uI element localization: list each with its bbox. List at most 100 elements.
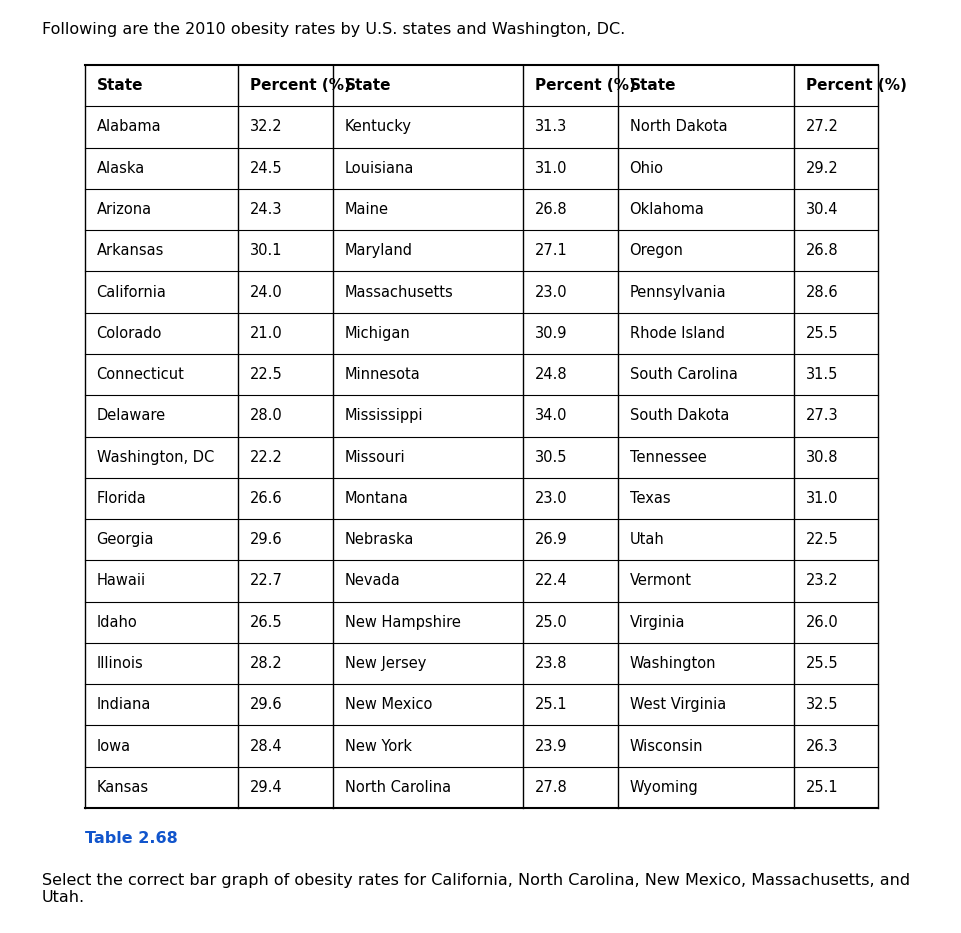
Text: Kansas: Kansas: [96, 780, 149, 795]
Text: North Carolina: North Carolina: [345, 780, 451, 795]
Text: 22.5: 22.5: [805, 532, 838, 547]
Text: Florida: Florida: [96, 491, 146, 506]
Text: Following are the 2010 obesity rates by U.S. states and Washington, DC.: Following are the 2010 obesity rates by …: [42, 22, 626, 37]
Text: Colorado: Colorado: [96, 326, 161, 341]
Text: 30.4: 30.4: [805, 202, 838, 217]
Text: 30.8: 30.8: [805, 450, 838, 465]
Text: Rhode Island: Rhode Island: [629, 326, 725, 341]
Text: 25.5: 25.5: [805, 326, 838, 341]
Text: Washington, DC: Washington, DC: [96, 450, 213, 465]
Text: 22.4: 22.4: [534, 574, 567, 589]
Text: 27.2: 27.2: [805, 119, 838, 134]
Text: 26.6: 26.6: [250, 491, 283, 506]
Text: Mississippi: Mississippi: [345, 409, 423, 424]
Text: 31.0: 31.0: [534, 160, 567, 175]
Text: 24.5: 24.5: [250, 160, 283, 175]
Text: State: State: [96, 78, 143, 93]
Text: Oklahoma: Oklahoma: [629, 202, 704, 217]
Text: Table 2.68: Table 2.68: [85, 831, 178, 846]
Text: Illinois: Illinois: [96, 656, 143, 671]
Text: 26.3: 26.3: [805, 739, 838, 754]
Text: 26.0: 26.0: [805, 615, 838, 630]
Text: Iowa: Iowa: [96, 739, 131, 754]
Text: Massachusetts: Massachusetts: [345, 285, 454, 299]
Text: 26.8: 26.8: [805, 244, 838, 258]
Text: Oregon: Oregon: [629, 244, 683, 258]
Text: 23.8: 23.8: [534, 656, 567, 671]
Text: 27.3: 27.3: [805, 409, 838, 424]
Text: South Carolina: South Carolina: [629, 367, 737, 383]
Text: 23.2: 23.2: [805, 574, 838, 589]
Text: 25.1: 25.1: [534, 697, 567, 712]
Text: Washington: Washington: [629, 656, 716, 671]
Text: Percent (%): Percent (%): [805, 78, 906, 93]
Text: 31.3: 31.3: [534, 119, 567, 134]
Text: 22.5: 22.5: [250, 367, 283, 383]
Text: Wyoming: Wyoming: [629, 780, 699, 795]
Text: North Dakota: North Dakota: [629, 119, 727, 134]
Text: Utah: Utah: [629, 532, 664, 547]
Text: 28.4: 28.4: [250, 739, 283, 754]
Text: Virginia: Virginia: [629, 615, 685, 630]
Text: Pennsylvania: Pennsylvania: [629, 285, 727, 299]
Text: South Dakota: South Dakota: [629, 409, 728, 424]
Text: Maine: Maine: [345, 202, 388, 217]
Text: Kentucky: Kentucky: [345, 119, 411, 134]
Text: 26.5: 26.5: [250, 615, 283, 630]
Text: 27.8: 27.8: [534, 780, 567, 795]
Text: 30.1: 30.1: [250, 244, 282, 258]
Text: 22.2: 22.2: [250, 450, 283, 465]
Text: 23.0: 23.0: [534, 285, 567, 299]
Text: New Jersey: New Jersey: [345, 656, 426, 671]
Text: 29.6: 29.6: [250, 697, 283, 712]
Text: Montana: Montana: [345, 491, 408, 506]
Text: Alabama: Alabama: [96, 119, 161, 134]
Text: Percent (%): Percent (%): [250, 78, 351, 93]
Text: New York: New York: [345, 739, 411, 754]
Text: 26.8: 26.8: [534, 202, 567, 217]
Text: 25.1: 25.1: [805, 780, 838, 795]
Text: 31.5: 31.5: [805, 367, 838, 383]
Text: 22.7: 22.7: [250, 574, 283, 589]
Text: Georgia: Georgia: [96, 532, 154, 547]
Text: Connecticut: Connecticut: [96, 367, 185, 383]
Text: 28.6: 28.6: [805, 285, 838, 299]
Text: Tennessee: Tennessee: [629, 450, 706, 465]
Text: 24.8: 24.8: [534, 367, 567, 383]
Text: Arkansas: Arkansas: [96, 244, 164, 258]
Text: Nebraska: Nebraska: [345, 532, 414, 547]
Text: Maryland: Maryland: [345, 244, 412, 258]
Text: Indiana: Indiana: [96, 697, 151, 712]
Text: State: State: [629, 78, 676, 93]
Text: New Hampshire: New Hampshire: [345, 615, 460, 630]
Text: 24.0: 24.0: [250, 285, 283, 299]
Text: State: State: [345, 78, 391, 93]
Text: Nevada: Nevada: [345, 574, 401, 589]
Text: 30.5: 30.5: [534, 450, 567, 465]
Text: 34.0: 34.0: [534, 409, 567, 424]
Text: California: California: [96, 285, 166, 299]
Text: Select the correct bar graph of obesity rates for California, North Carolina, Ne: Select the correct bar graph of obesity …: [42, 873, 910, 905]
Text: 30.9: 30.9: [534, 326, 567, 341]
Text: Louisiana: Louisiana: [345, 160, 414, 175]
Text: 23.9: 23.9: [534, 739, 567, 754]
Text: 32.2: 32.2: [250, 119, 283, 134]
Text: 24.3: 24.3: [250, 202, 282, 217]
Text: 32.5: 32.5: [805, 697, 838, 712]
Text: 29.6: 29.6: [250, 532, 283, 547]
Text: Ohio: Ohio: [629, 160, 663, 175]
Text: 28.2: 28.2: [250, 656, 283, 671]
Text: Michigan: Michigan: [345, 326, 410, 341]
Text: Missouri: Missouri: [345, 450, 406, 465]
Text: Percent (%): Percent (%): [534, 78, 635, 93]
Text: Arizona: Arizona: [96, 202, 152, 217]
Text: 21.0: 21.0: [250, 326, 283, 341]
Text: 28.0: 28.0: [250, 409, 283, 424]
Text: Idaho: Idaho: [96, 615, 137, 630]
Text: Delaware: Delaware: [96, 409, 165, 424]
Text: Hawaii: Hawaii: [96, 574, 146, 589]
Text: Vermont: Vermont: [629, 574, 692, 589]
Text: 27.1: 27.1: [534, 244, 567, 258]
Text: 31.0: 31.0: [805, 491, 838, 506]
Text: 25.0: 25.0: [534, 615, 567, 630]
